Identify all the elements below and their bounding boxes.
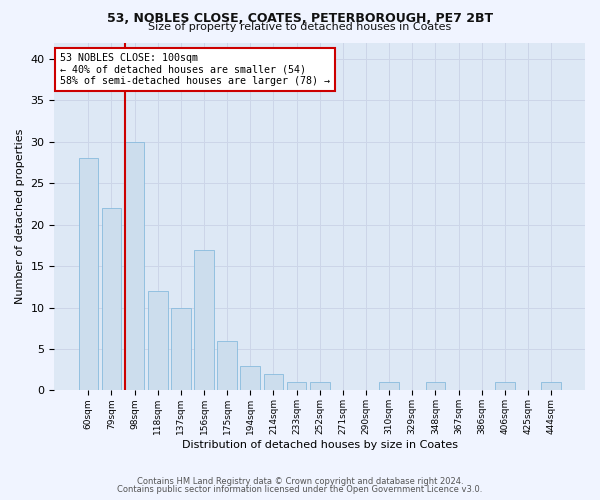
Text: 53 NOBLES CLOSE: 100sqm
← 40% of detached houses are smaller (54)
58% of semi-de: 53 NOBLES CLOSE: 100sqm ← 40% of detache…	[60, 53, 330, 86]
Bar	[241, 366, 260, 390]
Bar	[425, 382, 445, 390]
Bar	[263, 374, 283, 390]
Bar	[79, 158, 98, 390]
Bar	[379, 382, 399, 390]
Bar	[171, 308, 191, 390]
Text: Size of property relative to detached houses in Coates: Size of property relative to detached ho…	[148, 22, 452, 32]
Bar	[217, 340, 237, 390]
Bar	[101, 208, 121, 390]
Text: Contains HM Land Registry data © Crown copyright and database right 2024.: Contains HM Land Registry data © Crown c…	[137, 477, 463, 486]
Text: 53, NOBLES CLOSE, COATES, PETERBOROUGH, PE7 2BT: 53, NOBLES CLOSE, COATES, PETERBOROUGH, …	[107, 12, 493, 24]
Bar	[495, 382, 515, 390]
Bar	[194, 250, 214, 390]
Bar	[541, 382, 561, 390]
Bar	[125, 142, 145, 390]
Y-axis label: Number of detached properties: Number of detached properties	[15, 129, 25, 304]
Bar	[148, 291, 167, 390]
Bar	[287, 382, 307, 390]
Bar	[310, 382, 329, 390]
Text: Contains public sector information licensed under the Open Government Licence v3: Contains public sector information licen…	[118, 484, 482, 494]
X-axis label: Distribution of detached houses by size in Coates: Distribution of detached houses by size …	[182, 440, 458, 450]
